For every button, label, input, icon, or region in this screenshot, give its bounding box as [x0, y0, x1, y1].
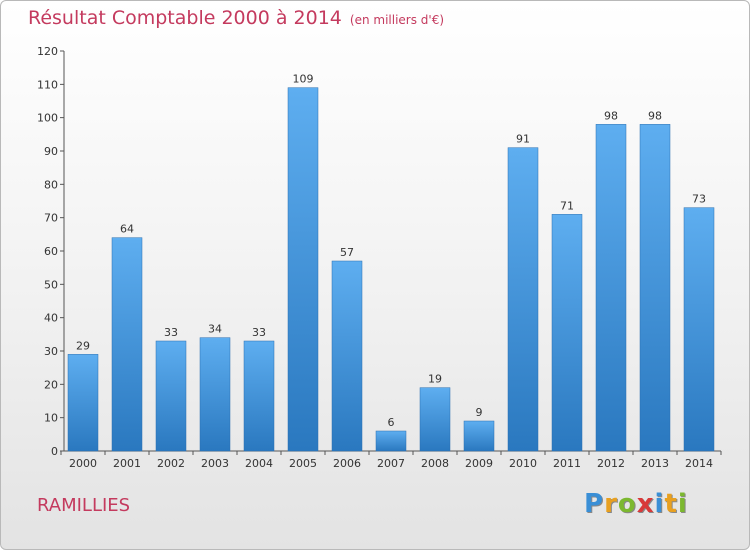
bar [507, 147, 539, 452]
y-tick-label: 60 [44, 245, 58, 258]
chart-subtitle: (en milliers d'€) [349, 13, 445, 27]
y-tick-label: 70 [44, 212, 58, 225]
data-label: 91 [516, 133, 530, 146]
data-label: 9 [476, 406, 483, 419]
x-tick-label: 2014 [685, 457, 713, 470]
x-tick-label: 2005 [289, 457, 317, 470]
logo-letter: o [617, 489, 637, 519]
data-label: 98 [604, 109, 618, 122]
logo-letter: P [584, 489, 605, 519]
x-tick-label: 2002 [157, 457, 185, 470]
y-tick-label: 100 [37, 112, 58, 125]
y-tick-label: 90 [44, 145, 58, 158]
bar [331, 260, 363, 452]
data-label: 34 [208, 323, 222, 336]
x-tick-label: 2009 [465, 457, 493, 470]
bar [463, 420, 495, 452]
data-label: 57 [340, 246, 354, 259]
x-tick-label: 2003 [201, 457, 229, 470]
y-tick-label: 0 [51, 445, 58, 458]
bar [595, 124, 627, 452]
y-tick-label: 30 [44, 345, 58, 358]
data-label: 98 [648, 109, 662, 122]
x-tick-label: 2001 [113, 457, 141, 470]
data-label: 73 [692, 193, 706, 206]
data-label: 71 [560, 199, 574, 212]
y-tick-label: 40 [44, 312, 58, 325]
data-label: 33 [164, 326, 178, 339]
data-label: 6 [388, 416, 395, 429]
x-tick-label: 2004 [245, 457, 273, 470]
chart-title: Résultat Comptable 2000 à 2014 (en millie… [28, 7, 444, 29]
y-tick-label: 110 [37, 78, 58, 91]
x-tick-label: 2008 [421, 457, 449, 470]
bar [111, 237, 143, 452]
bar [287, 87, 319, 452]
logo-letter: t [664, 489, 678, 519]
logo-letter: r [604, 489, 618, 519]
data-label: 109 [293, 73, 314, 86]
proxiti-logo: Proxiti [584, 489, 688, 519]
x-tick-label: 2011 [553, 457, 581, 470]
y-tick-label: 10 [44, 412, 58, 425]
bar [243, 340, 275, 452]
logo-letter: i [677, 489, 688, 519]
bar [639, 124, 671, 452]
data-label: 33 [252, 326, 266, 339]
bar [67, 354, 99, 452]
logo-letter: x [636, 489, 655, 519]
bar [155, 340, 187, 452]
x-tick-label: 2000 [69, 457, 97, 470]
y-tick-label: 120 [37, 45, 58, 58]
bar [419, 387, 451, 452]
x-tick-label: 2012 [597, 457, 625, 470]
x-tick-label: 2010 [509, 457, 537, 470]
x-tick-label: 2006 [333, 457, 361, 470]
x-tick-label: 2007 [377, 457, 405, 470]
bar [551, 214, 583, 452]
place-name: RAMILLIES [37, 495, 131, 516]
bar [683, 207, 715, 452]
y-tick-label: 80 [44, 178, 58, 191]
data-label: 64 [120, 223, 134, 236]
bar [199, 337, 231, 452]
x-tick-label: 2013 [641, 457, 669, 470]
logo-letter: i [654, 489, 665, 519]
y-tick-label: 50 [44, 278, 58, 291]
bar [375, 430, 407, 452]
chart-title-text: Résultat Comptable 2000 à 2014 [28, 7, 342, 29]
y-tick-label: 20 [44, 378, 58, 391]
data-label: 19 [428, 373, 442, 386]
data-label: 29 [76, 339, 90, 352]
